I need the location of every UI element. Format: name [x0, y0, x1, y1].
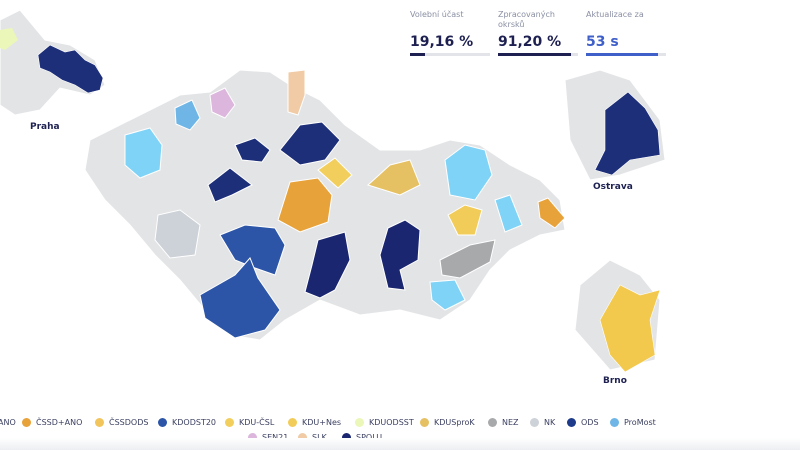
legend-label: ANO [0, 418, 16, 427]
ostrava-district-ods[interactable] [594, 91, 661, 176]
progress-fill [498, 53, 571, 56]
legend-label: SLK [312, 433, 327, 442]
praha-district-ods[interactable] [37, 44, 104, 94]
legend-item[interactable]: SPOLU [342, 433, 382, 442]
legend-swatch [298, 433, 307, 442]
legend-item[interactable]: SLK [298, 433, 327, 442]
progress-bar [410, 53, 490, 56]
progress-fill [586, 53, 658, 56]
legend-swatch [342, 433, 351, 442]
legend-swatch [610, 418, 619, 427]
district-kdusprok[interactable] [367, 159, 421, 196]
footer-shade [0, 438, 800, 450]
legend-swatch [488, 418, 497, 427]
legend-item[interactable]: ProMost [610, 418, 656, 427]
city-label-brno: Brno [603, 376, 627, 386]
legend-label: KDU+Nes [302, 418, 342, 427]
legend-label: ODS [581, 418, 599, 427]
legend-item[interactable]: ODS [567, 418, 599, 427]
district-spolu[interactable] [379, 219, 421, 291]
legend-swatch [567, 418, 576, 427]
legend-label: KDODST20 [172, 418, 217, 427]
legend-swatch [288, 418, 297, 427]
legend-item[interactable]: KDODST20 [158, 418, 216, 427]
legend-label: KDUSproK [434, 418, 475, 427]
legend-label: KDUODSST [369, 418, 414, 427]
brno-district-kdu[interactable] [599, 284, 661, 373]
stat-label: Volební účast [410, 10, 464, 19]
legend-label: SEN21 [262, 433, 288, 442]
legend-item[interactable]: ANO [0, 418, 16, 427]
legend-swatch [95, 418, 104, 427]
stat-label: Zpracovaných okrsků [498, 10, 555, 29]
progress-bar [498, 53, 578, 56]
progress-bar [586, 53, 666, 56]
district-kdodst20[interactable] [219, 224, 286, 276]
district-kdodst20[interactable] [199, 257, 281, 339]
district-promost[interactable] [429, 279, 466, 311]
stat-value: 19,16 % [410, 34, 474, 50]
legend-item[interactable]: KDU-ČSL [225, 418, 274, 427]
stat-processed: Zpracovaných okrsků 91,20 % [498, 10, 578, 56]
district-kdu[interactable] [447, 204, 483, 236]
legend-swatch [22, 418, 31, 427]
legend-label: SPOLU [356, 433, 382, 442]
district-promost[interactable] [124, 127, 163, 179]
district-cssd-ano[interactable] [537, 197, 566, 229]
legend-item[interactable]: ČSSD+ANO [22, 418, 82, 427]
legend-item[interactable]: KDUSproK [420, 418, 475, 427]
legend-label: NK [544, 418, 556, 427]
praha-district-kdu[interactable] [0, 28, 18, 50]
legend-item[interactable]: NEZ [488, 418, 519, 427]
legend-item[interactable]: KDUODSST [355, 418, 414, 427]
legend-label: ProMost [624, 418, 656, 427]
stat-label: Aktualizace za [586, 10, 644, 19]
district-ods[interactable] [207, 167, 253, 203]
city-label-praha: Praha [30, 122, 60, 132]
district-promost[interactable] [494, 194, 523, 233]
district-promost[interactable] [444, 144, 493, 201]
stat-turnout: Volební účast 19,16 % [410, 10, 490, 56]
legend-item[interactable]: KDU+Nes [288, 418, 341, 427]
legend-swatch [158, 418, 167, 427]
progress-fill [410, 53, 426, 56]
legend-swatch [530, 418, 539, 427]
district-nk[interactable] [154, 209, 201, 259]
district-spolu[interactable] [304, 231, 351, 299]
district-nez[interactable] [439, 239, 496, 279]
stat-value: 53 s [586, 34, 619, 50]
legend-swatch [420, 418, 429, 427]
stat-update: Aktualizace za 53 s [586, 10, 666, 56]
legend-label: NEZ [502, 418, 519, 427]
district-ods[interactable] [279, 121, 341, 166]
legend-item[interactable]: ČSSDODS [95, 418, 148, 427]
legend-swatch [248, 433, 257, 442]
legend-item[interactable]: SEN21 [248, 433, 288, 442]
district-sen21[interactable] [209, 87, 236, 119]
district-slk[interactable] [287, 69, 306, 116]
legend-label: KDU-ČSL [239, 418, 275, 427]
legend-swatch [355, 418, 364, 427]
city-label-ostrava: Ostrava [593, 182, 633, 192]
legend-item[interactable]: NK [530, 418, 555, 427]
legend-label: ČSSDODS [109, 418, 149, 427]
district-ods[interactable] [234, 137, 271, 163]
stat-value: 91,20 % [498, 34, 562, 50]
legend-swatch [225, 418, 234, 427]
district-cssd-ano[interactable] [277, 177, 333, 233]
district-promost[interactable] [174, 99, 201, 131]
district-kdu[interactable] [317, 157, 353, 189]
legend-label: ČSSD+ANO [36, 418, 83, 427]
